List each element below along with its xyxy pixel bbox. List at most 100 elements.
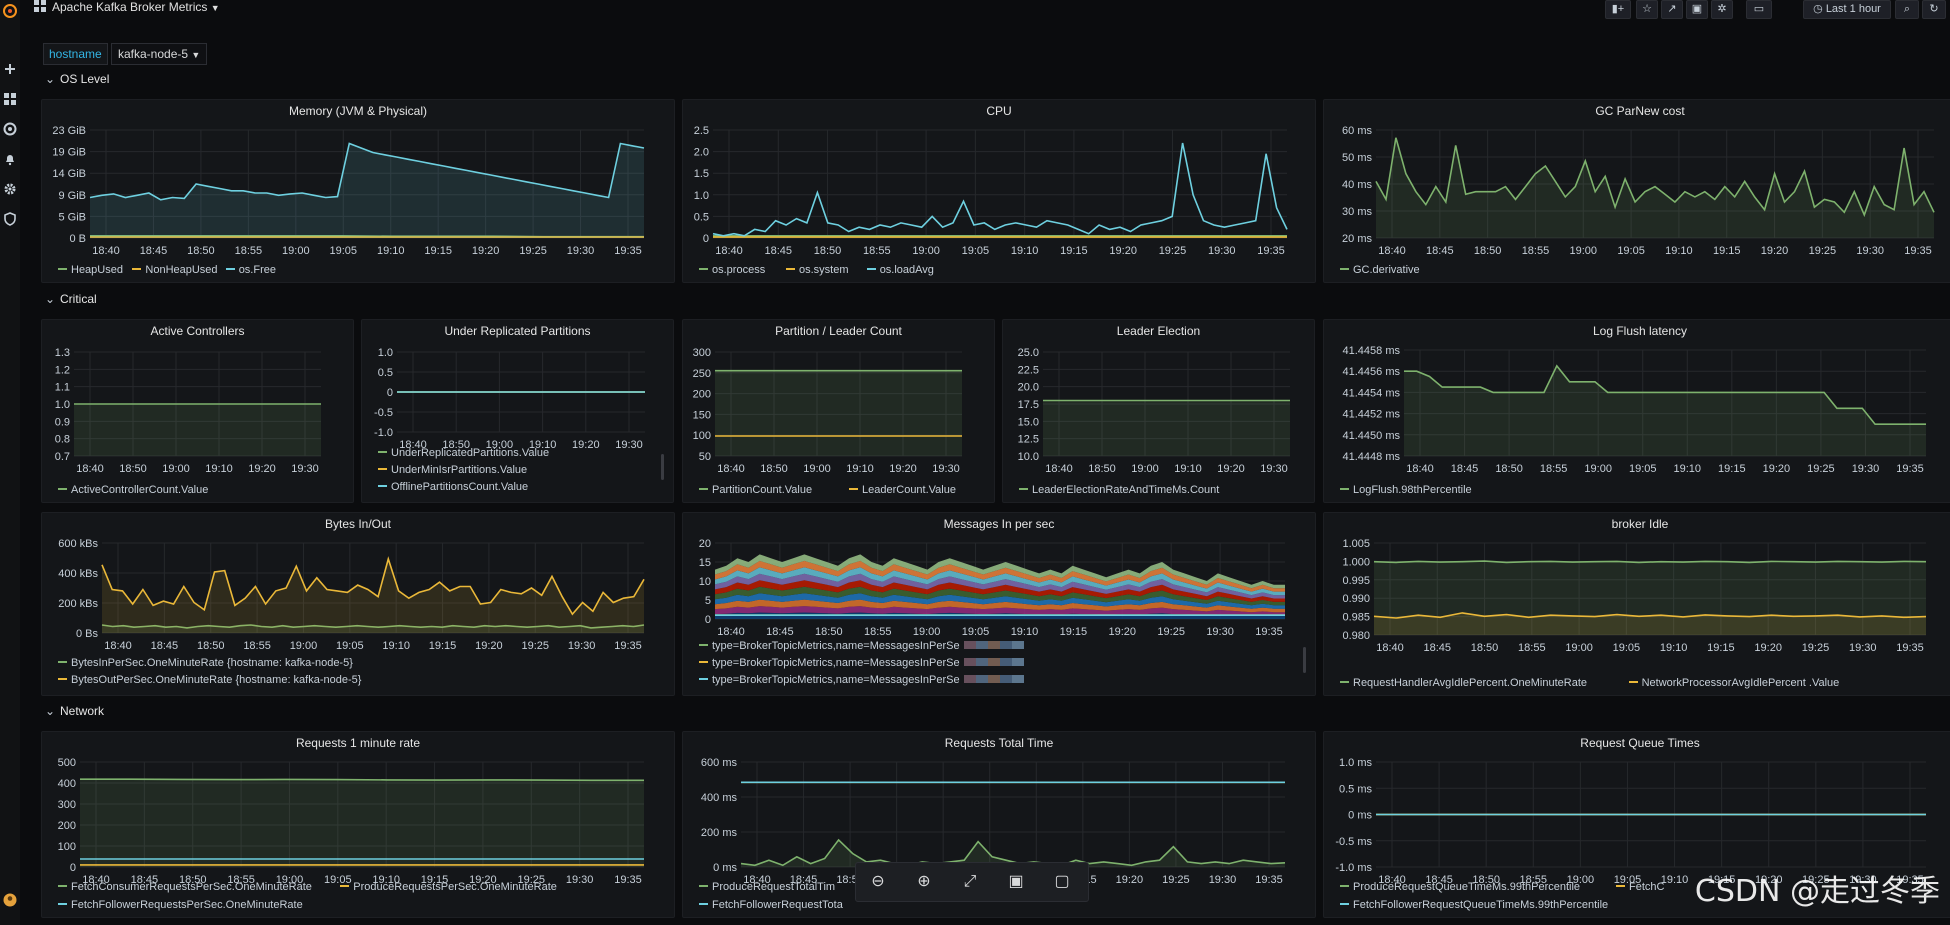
chevron-down-icon: ▼ bbox=[191, 50, 201, 60]
legend-item[interactable]: ActiveControllerCount.Value bbox=[58, 484, 208, 496]
legend-item[interactable]: UnderReplicatedPartitions.Value bbox=[378, 447, 549, 459]
panel-memory[interactable]: Memory (JVM & Physical) 23 GiB 19 GiB 14 Gi… bbox=[41, 99, 675, 283]
legend-item[interactable]: FetchFollowerRequestQueueTimeMs.99thPerc… bbox=[1340, 899, 1608, 911]
explore-icon[interactable] bbox=[3, 122, 17, 136]
legend-item[interactable]: OfflinePartitionsCount.Value bbox=[378, 481, 528, 493]
legend-item[interactable]: type=BrokerTopicMetrics,name=MessagesInP… bbox=[699, 640, 1024, 652]
legend-item[interactable]: NonHeapUsed bbox=[132, 264, 218, 276]
settings-gear-icon[interactable]: ✲ bbox=[1711, 0, 1733, 19]
x-tick-label: 19:35 bbox=[614, 245, 642, 257]
legend-scrollbar[interactable] bbox=[1303, 647, 1306, 673]
plus-icon[interactable] bbox=[3, 62, 17, 76]
legend-item[interactable]: LogFlush.98thPercentile bbox=[1340, 484, 1472, 496]
legend-item[interactable]: BytesInPerSec.OneMinuteRate {hostname: k… bbox=[58, 657, 353, 669]
legend-item[interactable]: FetchFollowerRequestTota bbox=[699, 899, 843, 911]
panel-title[interactable]: Log Flush latency bbox=[1592, 324, 1688, 338]
legend-item[interactable]: ProduceRequestQueueTimeMs.99thPercentile bbox=[1340, 881, 1580, 893]
x-tick-label: 19:05 bbox=[1617, 245, 1645, 257]
x-tick-label: 19:15 bbox=[421, 874, 449, 886]
x-tick-label: 19:10 bbox=[1174, 463, 1202, 475]
save-icon[interactable]: ▣ bbox=[1686, 0, 1708, 19]
legend-item[interactable]: FetchFollowerRequestsPerSec.OneMinuteRat… bbox=[58, 899, 303, 911]
panel-title[interactable]: Messages In per sec bbox=[943, 517, 1055, 531]
panel-title[interactable]: Leader Election bbox=[1116, 324, 1201, 338]
presentation-icon[interactable]: ▣ bbox=[1008, 873, 1024, 890]
legend-item[interactable]: FetchConsumerRequestsPerSec.OneMinuteRat… bbox=[58, 881, 312, 893]
panel-title[interactable]: Bytes In/Out bbox=[324, 517, 392, 531]
gear-icon[interactable] bbox=[3, 182, 17, 196]
panel-title[interactable]: Under Replicated Partitions bbox=[444, 324, 591, 338]
chevron-down-icon: ⌄ bbox=[45, 704, 56, 718]
panel-title[interactable]: Requests 1 minute rate bbox=[295, 736, 421, 750]
x-tick-label: 19:00 bbox=[913, 626, 941, 638]
grafana-logo-icon[interactable] bbox=[3, 4, 17, 18]
zoom-out-icon[interactable]: ⊖ bbox=[871, 873, 885, 890]
legend-item[interactable]: BytesOutPerSec.OneMinuteRate {hostname: … bbox=[58, 674, 361, 686]
legend-item[interactable]: type=BrokerTopicMetrics,name=MessagesInP… bbox=[699, 674, 1024, 686]
zoom-out-icon[interactable]: ⌕ bbox=[1895, 0, 1919, 19]
legend-item[interactable]: GC.derivative bbox=[1340, 264, 1420, 276]
chevron-down-icon[interactable]: ▼ bbox=[210, 3, 220, 13]
row-network[interactable]: ⌄ Network bbox=[45, 704, 104, 718]
x-tick-label: 18:55 bbox=[1518, 642, 1546, 654]
panel-title[interactable]: Requests Total Time bbox=[944, 736, 1054, 750]
panel-broker-idle[interactable]: broker Idle 1.005 1.000 0.995 0.990 0.985 0.98… bbox=[1323, 512, 1950, 696]
legend-item[interactable]: os.process bbox=[699, 264, 765, 276]
panel-log-flush[interactable]: Log Flush latency 41.4458 ms 41.4456 ms 41.… bbox=[1323, 319, 1950, 503]
legend-item[interactable]: PartitionCount.Value bbox=[699, 484, 812, 496]
panel-messages-in[interactable]: Messages In per sec 20 15 10 5 0 18:40 18:45 18:… bbox=[682, 512, 1316, 696]
legend-item[interactable]: os.loadAvg bbox=[866, 264, 934, 276]
panel-title[interactable]: Partition / Leader Count bbox=[775, 324, 902, 338]
variable-select-hostname[interactable]: kafka-node-5 ▼ bbox=[111, 43, 208, 65]
legend-item[interactable]: type=BrokerTopicMetrics,name=MessagesInP… bbox=[699, 657, 1024, 669]
legend-item[interactable]: LeaderElectionRateAndTimeMs.Count bbox=[1019, 484, 1219, 496]
user-avatar-icon[interactable] bbox=[3, 893, 17, 907]
alert-bell-icon[interactable] bbox=[3, 152, 17, 166]
panel-title[interactable]: broker Idle bbox=[1611, 517, 1669, 531]
time-range-picker[interactable]: ◷ Last 1 hour bbox=[1803, 0, 1891, 19]
panel-requests-rate[interactable]: Requests 1 minute rate 500 400 300 200 100 0 18… bbox=[41, 731, 675, 918]
row-os-level[interactable]: ⌄ OS Level bbox=[45, 72, 109, 86]
fullscreen-icon[interactable]: ⤢ bbox=[963, 873, 977, 890]
zoom-in-icon[interactable]: ⊕ bbox=[917, 873, 931, 890]
row-critical[interactable]: ⌄ Critical bbox=[45, 292, 97, 306]
panel-leader-election[interactable]: Leader Election 25.0 22.5 20.0 17.5 15.0 12.5 1… bbox=[1002, 319, 1315, 503]
legend-scrollbar[interactable] bbox=[661, 454, 664, 480]
panel-title[interactable]: CPU bbox=[986, 104, 1012, 118]
panel-request-queue[interactable]: Request Queue Times 1.0 ms 0.5 ms 0 ms -0.5 … bbox=[1323, 731, 1950, 918]
panel-active-controllers[interactable]: Active Controllers 1.3 1.2 1.1 1.0 0.9 0.8 0.7 1… bbox=[41, 319, 354, 503]
dashboard-title[interactable]: Apache Kafka Broker Metrics bbox=[52, 0, 208, 14]
panel-partition-leader[interactable]: Partition / Leader Count 300 250 200 150 100 5… bbox=[682, 319, 995, 503]
panel-title[interactable]: Active Controllers bbox=[150, 324, 245, 338]
shield-icon[interactable] bbox=[3, 212, 17, 226]
panel-title[interactable]: Memory (JVM & Physical) bbox=[288, 104, 428, 118]
legend-swatch bbox=[866, 268, 876, 270]
tv-mode-icon[interactable]: ▭ bbox=[1746, 0, 1772, 19]
panel-gc[interactable]: GC ParNew cost 60 ms 50 ms 40 ms 30 ms 20 ms 1… bbox=[1323, 99, 1950, 283]
share-icon[interactable]: ↗ bbox=[1661, 0, 1683, 19]
dashboards-icon[interactable] bbox=[3, 92, 17, 106]
series-line bbox=[712, 142, 1288, 237]
add-panel-icon[interactable]: ▮+ bbox=[1605, 0, 1631, 19]
legend-item[interactable]: HeapUsed bbox=[58, 264, 123, 276]
legend-item[interactable]: NetworkProcessorAvgIdlePercent .Value bbox=[1628, 677, 1839, 689]
legend-item[interactable]: ProduceRequestTotalTim bbox=[699, 881, 835, 893]
legend-item[interactable]: os.Free bbox=[225, 264, 276, 276]
comment-icon[interactable]: ▢ bbox=[1054, 873, 1070, 890]
legend-item[interactable]: os.system bbox=[786, 264, 849, 276]
legend-item[interactable]: LeaderCount.Value bbox=[849, 484, 956, 496]
panel-title[interactable]: GC ParNew cost bbox=[1595, 104, 1685, 118]
legend-item[interactable]: FetchC bbox=[1616, 881, 1664, 893]
legend-item[interactable]: ProduceRequestsPerSec.OneMinuteRate bbox=[340, 881, 557, 893]
legend-item[interactable]: RequestHandlerAvgIdlePercent.OneMinuteRa… bbox=[1340, 677, 1587, 689]
panel-bytes-io[interactable]: Bytes In/Out 600 kBs 400 kBs 200 kBs 0 Bs 18:… bbox=[41, 512, 675, 696]
x-tick-label: 19:20 bbox=[1217, 463, 1245, 475]
x-tick-label: 19:00 bbox=[1565, 642, 1593, 654]
panel-title[interactable]: Request Queue Times bbox=[1580, 736, 1700, 750]
refresh-icon[interactable]: ↻ bbox=[1922, 0, 1946, 19]
panel-cpu[interactable]: CPU 2.5 2.0 1.5 1.0 0.5 0 18:40 18:45 18:50 18:55 1… bbox=[682, 99, 1316, 283]
star-icon[interactable]: ☆ bbox=[1636, 0, 1658, 19]
dashboard-title-bar[interactable]: Apache Kafka Broker Metrics ▼ bbox=[34, 0, 220, 16]
legend-item[interactable]: UnderMinIsrPartitions.Value bbox=[378, 464, 527, 476]
panel-under-replicated[interactable]: Under Replicated Partitions 1.0 0.5 0 -0.5 -1… bbox=[361, 319, 674, 503]
